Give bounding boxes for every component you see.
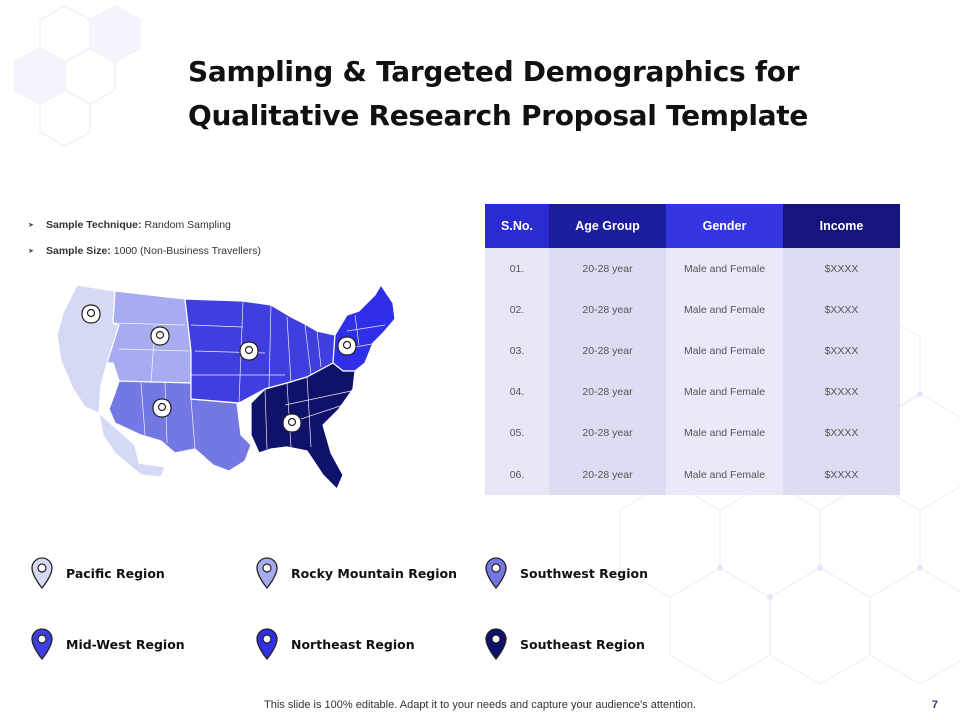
bullet-sample-size: ➤ Sample Size: 1000 (Non-Business Travel… (28, 238, 448, 264)
map-pin-icon (282, 413, 302, 433)
legend-label: Southwest Region (520, 565, 648, 581)
table-row: 03. 20-28 year Male and Female $XXXX (485, 330, 900, 372)
legend-item-midwest: Mid-West Region (30, 626, 185, 662)
page-number: 7 (931, 699, 938, 711)
legend-label: Rocky Mountain Region (291, 565, 458, 581)
map-pin-icon (485, 557, 507, 589)
map-pin-icon (256, 557, 278, 589)
table-row: 05. 20-28 year Male and Female $XXXX (485, 412, 900, 454)
map-region-southeast (250, 362, 356, 490)
cell-gender: Male and Female (666, 289, 783, 331)
cell-gender: Male and Female (666, 330, 783, 372)
cell-gender: Male and Female (666, 453, 783, 496)
header-sno: S.No. (485, 204, 549, 248)
cell-gender: Male and Female (666, 248, 783, 290)
cell-age-group: 20-28 year (549, 371, 666, 413)
map-pin-icon (150, 326, 170, 346)
map-pin-icon (256, 628, 278, 660)
table-row: 01. 20-28 year Male and Female $XXXX (485, 248, 900, 290)
table-row: 06. 20-28 year Male and Female $XXXX (485, 453, 900, 496)
cell-sno: 02. (485, 289, 549, 331)
cell-age-group: 20-28 year (549, 289, 666, 331)
cell-gender: Male and Female (666, 412, 783, 454)
bullet-label: Sample Technique: (46, 219, 142, 231)
hexagon-pattern-top-left (14, 5, 141, 147)
table-row: 02. 20-28 year Male and Female $XXXX (485, 289, 900, 331)
cell-income: $XXXX (783, 248, 900, 290)
map-region-rocky-mountain (106, 290, 192, 384)
us-region-map (56, 285, 396, 490)
legend-item-southwest: Southwest Region (484, 555, 648, 591)
map-pin-icon (239, 341, 259, 361)
cell-age-group: 20-28 year (549, 412, 666, 454)
table-row: 04. 20-28 year Male and Female $XXXX (485, 371, 900, 413)
legend-item-northeast: Northeast Region (255, 626, 415, 662)
cell-income: $XXXX (783, 330, 900, 372)
legend-item-southeast: Southeast Region (484, 626, 645, 662)
bullet-sample-technique: ➤ Sample Technique: Random Sampling (28, 212, 448, 238)
cell-income: $XXXX (783, 453, 900, 496)
cell-sno: 03. (485, 330, 549, 372)
map-region-pacific-hawaii-coast (98, 412, 166, 478)
legend-item-rocky-mountain: Rocky Mountain Region (255, 555, 457, 591)
arrow-bullet-icon: ➤ (28, 248, 34, 255)
cell-sno: 01. (485, 248, 549, 290)
map-pin-icon (337, 336, 357, 356)
arrow-bullet-icon: ➤ (28, 222, 34, 229)
map-pin-icon (152, 398, 172, 418)
cell-income: $XXXX (783, 371, 900, 413)
sample-info-list: ➤ Sample Technique: Random Sampling ➤ Sa… (28, 212, 448, 264)
map-pin-icon (81, 304, 101, 324)
cell-sno: 06. (485, 453, 549, 496)
bullet-value: 1000 (Non-Business Travellers) (113, 245, 261, 257)
header-income: Income (783, 204, 900, 248)
cell-sno: 04. (485, 371, 549, 413)
legend-label: Northeast Region (291, 636, 415, 652)
legend-label: Mid-West Region (66, 636, 185, 652)
map-pin-icon (485, 628, 507, 660)
cell-age-group: 20-28 year (549, 330, 666, 372)
cell-age-group: 20-28 year (549, 248, 666, 290)
bullet-value: Random Sampling (144, 219, 231, 231)
map-region-pacific (56, 285, 120, 414)
cell-age-group: 20-28 year (549, 453, 666, 496)
footer-note: This slide is 100% editable. Adapt it to… (264, 699, 696, 711)
table-header-row: S.No. Age Group Gender Income (485, 204, 900, 248)
map-pin-icon (31, 628, 53, 660)
bullet-label: Sample Size: (46, 245, 111, 257)
map-pin-icon (31, 557, 53, 589)
header-age-group: Age Group (549, 204, 666, 248)
legend-label: Southeast Region (520, 636, 645, 652)
header-gender: Gender (666, 204, 783, 248)
slide-title: Sampling & Targeted Demographics for Qua… (188, 55, 809, 132)
demographics-table: S.No. Age Group Gender Income 01. 20-28 … (485, 204, 900, 496)
cell-gender: Male and Female (666, 371, 783, 413)
cell-sno: 05. (485, 412, 549, 454)
cell-income: $XXXX (783, 412, 900, 454)
cell-income: $XXXX (783, 289, 900, 331)
legend-item-pacific: Pacific Region (30, 555, 165, 591)
legend-label: Pacific Region (66, 565, 165, 581)
